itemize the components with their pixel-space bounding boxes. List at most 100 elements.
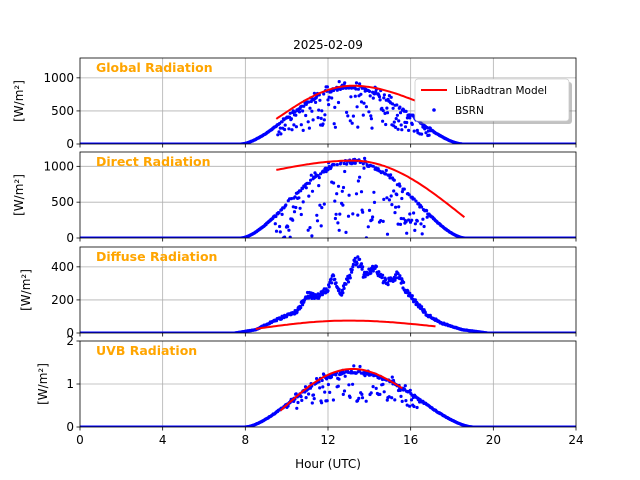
obs-point <box>307 392 311 396</box>
obs-point <box>396 272 400 276</box>
y-tick-label: 1000 <box>43 159 74 173</box>
panel-label: Global Radiation <box>96 60 213 75</box>
obs-point <box>346 280 351 284</box>
obs-point <box>337 80 341 84</box>
obs-point <box>322 92 326 96</box>
obs-point <box>335 163 339 167</box>
obs-point <box>388 176 392 180</box>
obs-point <box>400 196 404 201</box>
obs-point <box>399 394 403 398</box>
obs-point <box>485 331 489 333</box>
x-tick-label: 12 <box>320 433 335 447</box>
obs-point <box>319 116 323 120</box>
y-tick-label: 1 <box>66 377 74 391</box>
legend-label: BSRN <box>455 105 484 117</box>
series-layer <box>80 80 576 144</box>
obs-point <box>320 206 324 210</box>
obs-point <box>398 184 402 188</box>
obs-point <box>395 103 399 107</box>
obs-point <box>299 212 303 217</box>
obs-point <box>421 217 425 221</box>
panel-label: UVB Radiation <box>96 343 197 358</box>
obs-point <box>277 130 281 134</box>
obs-point <box>420 232 424 236</box>
obs-point <box>350 268 354 272</box>
obs-point <box>301 200 305 204</box>
y-tick-label: 2 <box>66 334 74 348</box>
obs-point <box>308 226 312 230</box>
obs-point <box>393 278 397 282</box>
obs-point <box>355 105 359 109</box>
obs-point <box>413 222 417 226</box>
obs-point <box>367 89 372 93</box>
obs-point <box>389 173 393 177</box>
obs-point <box>354 192 359 196</box>
obs-point <box>332 88 336 93</box>
obs-point <box>392 178 396 182</box>
series-layer <box>80 364 576 427</box>
obs-point <box>333 125 337 129</box>
obs-point <box>311 118 315 122</box>
x-tick-label: 20 <box>486 433 501 447</box>
obs-point <box>325 85 329 89</box>
obs-point <box>367 208 372 212</box>
obs-point <box>279 132 283 136</box>
obs-point <box>351 114 355 118</box>
obs-point <box>397 205 401 209</box>
obs-point <box>301 109 305 113</box>
obs-point <box>358 175 362 179</box>
obs-point <box>338 212 342 216</box>
y-tick-label: 0 <box>66 231 74 245</box>
obs-point <box>394 276 398 280</box>
obs-point <box>377 95 382 99</box>
obs-point <box>412 129 416 133</box>
obs-point <box>379 219 383 223</box>
obs-point <box>382 96 386 100</box>
obs-point <box>424 131 428 135</box>
obs-point <box>350 121 354 125</box>
obs-point <box>369 271 373 275</box>
obs-point <box>307 194 311 198</box>
legend-label: LibRadtran Model <box>455 85 547 97</box>
obs-point <box>348 119 352 123</box>
obs-point <box>369 391 373 395</box>
obs-point <box>334 212 338 216</box>
obs-point <box>369 114 373 118</box>
obs-point <box>404 109 408 113</box>
obs-point <box>308 106 312 110</box>
obs-point <box>415 405 419 410</box>
obs-point <box>361 210 365 214</box>
obs-point <box>356 179 360 183</box>
obs-point <box>347 383 351 387</box>
obs-point <box>385 398 389 402</box>
obs-point <box>341 392 345 396</box>
obs-point <box>394 117 398 121</box>
obs-point <box>390 375 394 379</box>
obs-point <box>381 109 385 113</box>
obs-point <box>402 187 406 191</box>
obs-point <box>283 123 287 127</box>
obs-point <box>392 189 396 193</box>
obs-point <box>333 216 337 221</box>
obs-point <box>286 225 290 229</box>
obs-point <box>398 105 402 109</box>
obs-point <box>415 219 419 223</box>
obs-point <box>363 374 367 378</box>
obs-point <box>318 386 322 390</box>
obs-point <box>336 221 340 225</box>
obs-point <box>360 267 364 271</box>
panel-label: Direct Radiation <box>96 154 211 169</box>
obs-point <box>283 127 287 132</box>
obs-point <box>426 129 430 133</box>
obs-point <box>364 105 368 109</box>
obs-point <box>336 384 340 388</box>
obs-point <box>355 261 359 266</box>
obs-point <box>408 116 412 120</box>
obs-point <box>385 111 390 115</box>
y-axis-label: [W/m²] <box>12 80 26 122</box>
obs-point <box>378 392 382 396</box>
obs-point <box>332 181 336 185</box>
obs-point <box>291 205 295 209</box>
obs-point <box>315 219 320 223</box>
obs-point <box>317 108 321 112</box>
